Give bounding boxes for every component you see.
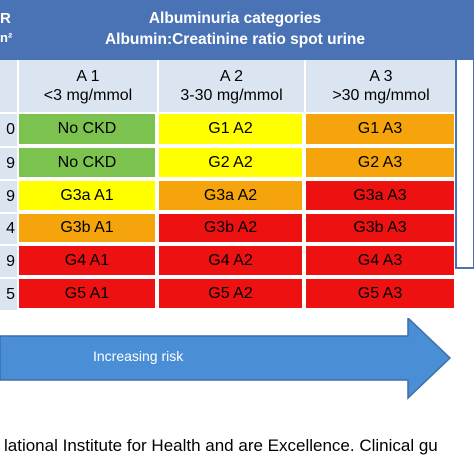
cell-g3a-a1: G3a A1 xyxy=(17,179,157,212)
category-header-row xyxy=(0,60,474,112)
cell-g5-a3: G5 A3 xyxy=(304,277,456,310)
category-a3: A 3 >30 mg/mmol xyxy=(304,60,456,112)
cell-g4-a1: G4 A1 xyxy=(17,244,157,277)
cell-g2-a1: No CKD xyxy=(17,146,157,179)
cell-g2-a2: G2 A2 xyxy=(157,146,304,179)
source-caption: lational Institute for Health and are Ex… xyxy=(4,436,438,455)
category-a1-code: A 1 xyxy=(76,68,100,85)
category-a2-range: 3-30 mg/mmol xyxy=(180,87,283,104)
increasing-risk-arrow xyxy=(0,318,452,400)
egfr-label-fragment: R xyxy=(0,10,11,27)
header-band xyxy=(0,0,474,60)
stage-g3b-fragment: 4 xyxy=(0,212,17,244)
category-a2-code: A 2 xyxy=(219,68,244,85)
stage-g3a-fragment: 9 xyxy=(0,179,17,212)
cell-g4-a3: G4 A3 xyxy=(304,244,456,277)
cell-g3b-a1: G3b A1 xyxy=(17,212,157,244)
egfr-unit-fragment: n² xyxy=(0,30,13,45)
cell-g1-a3: G1 A3 xyxy=(304,112,456,146)
category-a1-range: <3 mg/mmol xyxy=(43,87,133,104)
stage-g2-fragment: 9 xyxy=(0,146,17,179)
cell-g1-a1: No CKD xyxy=(17,112,157,146)
cell-g3b-a2: G3b A2 xyxy=(157,212,304,244)
risk-arrow-shape xyxy=(0,318,452,400)
category-a2: A 2 3-30 mg/mmol xyxy=(157,60,304,112)
stage-g4-fragment: 9 xyxy=(0,244,17,277)
cell-g4-a2: G4 A2 xyxy=(157,244,304,277)
category-a1: A 1 <3 mg/mmol xyxy=(17,60,157,112)
cell-g5-a1: G5 A1 xyxy=(17,277,157,310)
vertical-arrow-shaft xyxy=(455,60,474,269)
category-a3-code: A 3 xyxy=(369,68,393,85)
stage-g5-fragment: 5 xyxy=(0,277,17,310)
cell-g5-a2: G5 A2 xyxy=(157,277,304,310)
stage-g1-fragment: 0 xyxy=(0,112,17,146)
increasing-risk-label: Increasing risk xyxy=(93,348,184,364)
cell-g3a-a2: G3a A2 xyxy=(157,179,304,212)
cell-g1-a2: G1 A2 xyxy=(157,112,304,146)
vertical-risk-arrow xyxy=(455,60,474,269)
albuminuria-title: Albuminuria categories xyxy=(148,10,322,27)
cell-g3b-a3: G3b A3 xyxy=(304,212,456,244)
cell-g3a-a3: G3a A3 xyxy=(304,179,456,212)
acr-subtitle: Albumin:Creatinine ratio spot urine xyxy=(104,31,366,48)
category-a3-range: >30 mg/mmol xyxy=(332,87,430,104)
cell-g2-a3: G2 A3 xyxy=(304,146,456,179)
